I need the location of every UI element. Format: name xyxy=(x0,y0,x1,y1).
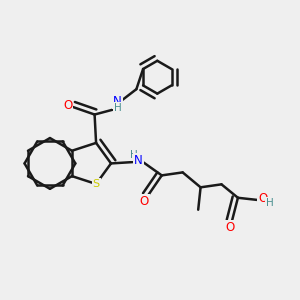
Text: H: H xyxy=(130,150,137,161)
Text: H: H xyxy=(266,198,274,208)
Text: H: H xyxy=(114,103,122,113)
Text: N: N xyxy=(113,95,122,109)
Text: N: N xyxy=(134,154,143,167)
Text: O: O xyxy=(140,195,149,208)
Text: O: O xyxy=(258,193,268,206)
Text: O: O xyxy=(63,99,72,112)
Text: S: S xyxy=(92,179,100,189)
Text: O: O xyxy=(225,220,234,233)
